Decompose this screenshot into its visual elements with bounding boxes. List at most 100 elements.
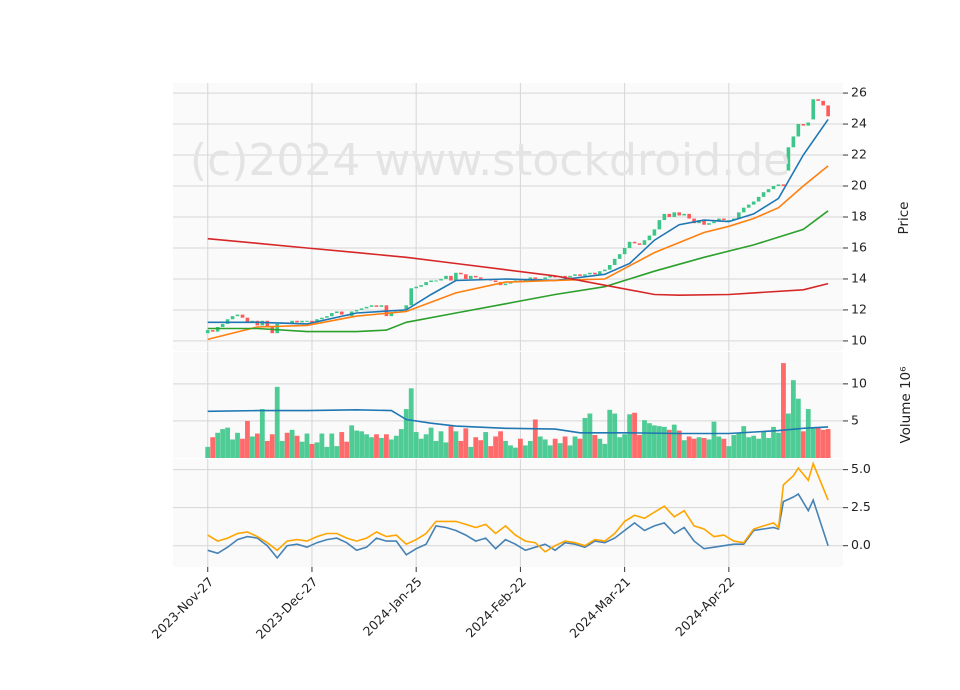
y-tick-label: 0.0 [851,537,871,552]
volume-bar [403,409,409,458]
y-tick-label: 5 [851,412,859,427]
x-tick-label: 2023-Nov-27 [149,574,217,642]
volume-bar [532,419,538,458]
candle [771,186,776,190]
candle [374,305,379,307]
x-tick-label: 2024-Mar-21 [566,574,633,641]
y-tick-label: 5.0 [851,461,871,476]
candle [826,105,830,117]
volume-bar [562,436,568,458]
volume-bar [488,446,494,458]
candle [801,124,806,126]
volume-bar [731,435,737,458]
volume-bar [428,427,434,458]
candle [315,319,319,323]
volume-bar [711,421,717,458]
volume-bar [805,409,811,458]
volume-bar [274,386,280,458]
volume-bar [647,423,652,458]
volume-bar [701,437,707,458]
volume-bar [374,434,379,458]
volume-bar [686,436,692,458]
volume-bar [220,429,226,458]
volume-bar [498,431,503,458]
candle [627,241,632,248]
candle [220,323,225,327]
volume-bar [339,432,345,458]
volume-bar [443,442,449,458]
candle [265,320,270,327]
candle [275,323,280,334]
candle [816,99,820,101]
candle [424,282,428,286]
y-tick-label: 2.5 [851,499,871,514]
volume-bar [413,432,419,458]
candle [766,189,771,193]
volume-bar [513,447,518,458]
candle [612,258,617,266]
volume-panel [173,352,843,458]
volume-bar [676,430,682,458]
candle [687,213,691,219]
candle [672,212,677,217]
y-tick-label: 20 [851,178,867,193]
candle [359,308,364,310]
volume-bar [379,437,384,458]
candle [717,218,721,222]
volume-bar [408,388,414,458]
y-tick-label: 18 [851,209,867,224]
candle [617,254,622,259]
candle [791,136,796,148]
candle [419,285,423,287]
candle [320,317,324,320]
volume-bar [314,442,320,458]
volume-bar [612,413,618,458]
volume-bar [493,436,498,458]
volume-bar [289,429,295,458]
candle [255,320,260,326]
candle [622,247,627,255]
candle [449,275,453,281]
candle [210,330,215,332]
candle [444,275,448,279]
candle [230,316,235,320]
volume-bar [463,428,469,458]
candle [722,218,726,221]
candle [583,274,587,276]
volume-bar [537,436,543,458]
volume-bar [632,412,637,458]
candle [290,320,294,324]
candle [409,288,414,306]
volume-bar [393,435,399,458]
volume-bar [364,434,369,458]
volume-bar [815,427,821,458]
volume-bar [264,440,270,458]
candle [245,317,250,323]
volume-bar [269,434,275,458]
volume-bar [691,438,697,458]
volume-bar [309,443,315,458]
grid [173,83,843,567]
candle [662,213,667,221]
candle [523,278,528,283]
volume-bar [433,440,439,458]
candle [389,313,394,317]
line [207,237,829,297]
volume-bar [696,437,702,458]
candle [632,241,637,244]
candle [702,220,706,225]
candle [300,320,304,323]
volume-bar [761,432,766,458]
x-tick-label: 2023-Dec-27 [253,574,321,642]
candle [573,274,577,276]
volume-bar [458,440,464,458]
candle [548,275,552,278]
volume-bar [666,429,672,458]
candle [806,122,811,126]
candle [736,212,741,219]
candle [741,207,746,213]
y-tick-label: 26 [851,85,867,100]
volume-bar [716,436,722,458]
volume-bar [766,437,771,458]
